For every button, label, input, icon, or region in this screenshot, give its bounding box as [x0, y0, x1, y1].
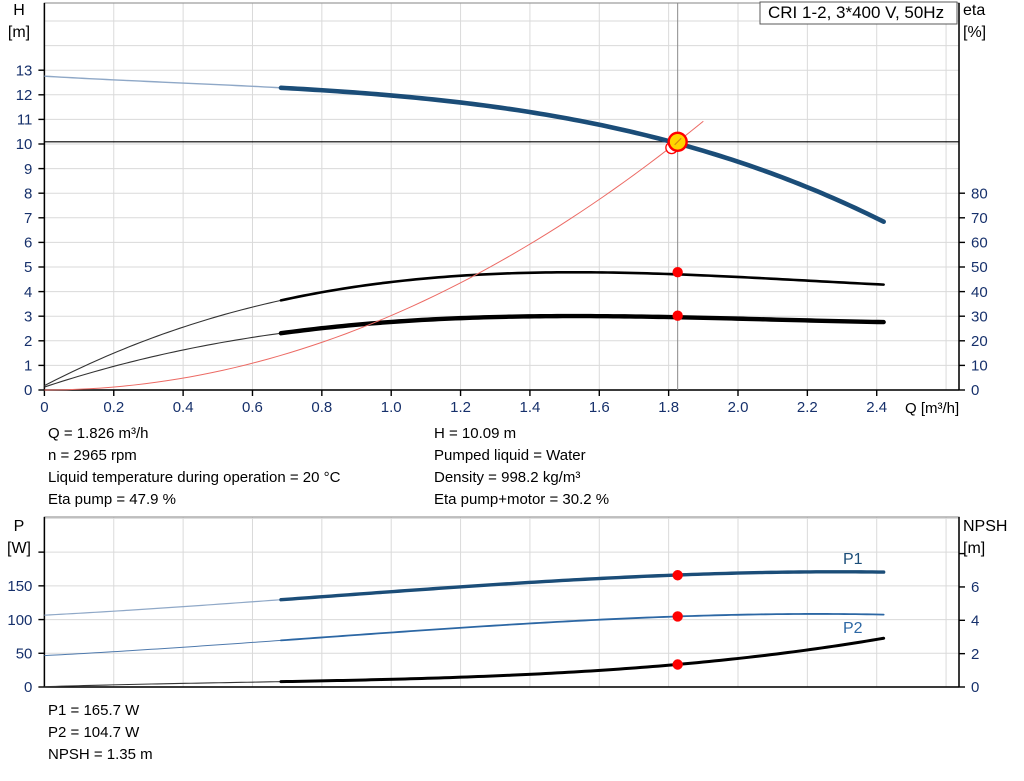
svg-text:eta: eta: [963, 2, 985, 19]
svg-text:P1: P1: [843, 551, 863, 568]
svg-text:Pumped liquid = Water: Pumped liquid = Water: [434, 447, 586, 464]
svg-text:12: 12: [16, 87, 33, 104]
svg-text:[m]: [m]: [8, 24, 30, 41]
svg-text:[m]: [m]: [963, 540, 985, 557]
svg-text:P2 = 104.7 W: P2 = 104.7 W: [48, 724, 140, 741]
svg-text:2.4: 2.4: [866, 399, 887, 416]
svg-text:4: 4: [971, 613, 979, 630]
svg-text:0.8: 0.8: [311, 399, 332, 416]
svg-text:5: 5: [24, 259, 32, 276]
svg-text:10: 10: [971, 358, 988, 375]
svg-text:2: 2: [971, 646, 979, 663]
svg-text:CRI 1-2, 3*400 V, 50Hz: CRI 1-2, 3*400 V, 50Hz: [768, 3, 944, 22]
svg-text:P1 = 165.7 W: P1 = 165.7 W: [48, 702, 140, 719]
svg-text:150: 150: [7, 578, 32, 595]
svg-text:60: 60: [971, 235, 988, 252]
svg-text:6: 6: [971, 579, 979, 596]
svg-text:P2: P2: [843, 620, 863, 637]
svg-text:1.2: 1.2: [450, 399, 471, 416]
svg-text:Eta pump = 47.9 %: Eta pump = 47.9 %: [48, 491, 176, 508]
svg-text:1.4: 1.4: [519, 399, 540, 416]
svg-text:0.4: 0.4: [173, 399, 194, 416]
svg-text:40: 40: [971, 284, 988, 301]
svg-text:P: P: [14, 518, 25, 535]
svg-text:Density = 998.2 kg/m³: Density = 998.2 kg/m³: [434, 469, 580, 486]
svg-text:13: 13: [16, 62, 33, 79]
svg-text:6: 6: [24, 235, 32, 252]
svg-text:50: 50: [16, 645, 33, 662]
svg-text:4: 4: [24, 284, 32, 301]
svg-text:100: 100: [7, 612, 32, 629]
svg-text:50: 50: [971, 259, 988, 276]
svg-text:2: 2: [24, 333, 32, 350]
svg-text:[W]: [W]: [7, 540, 31, 557]
svg-text:H: H: [13, 2, 25, 19]
svg-text:0: 0: [40, 399, 48, 416]
svg-text:2.0: 2.0: [728, 399, 749, 416]
svg-text:80: 80: [971, 185, 988, 202]
svg-text:0: 0: [971, 382, 979, 399]
svg-text:70: 70: [971, 210, 988, 227]
svg-text:0.2: 0.2: [103, 399, 124, 416]
svg-text:2.2: 2.2: [797, 399, 818, 416]
svg-text:0: 0: [24, 382, 32, 399]
svg-text:20: 20: [971, 333, 988, 350]
svg-text:Liquid temperature during oper: Liquid temperature during operation = 20…: [48, 469, 341, 486]
svg-text:0: 0: [24, 679, 32, 696]
svg-text:NPSH = 1.35 m: NPSH = 1.35 m: [48, 746, 153, 763]
svg-text:11: 11: [17, 112, 33, 129]
svg-text:8: 8: [24, 185, 32, 202]
svg-text:0.6: 0.6: [242, 399, 263, 416]
svg-text:[%]: [%]: [963, 24, 986, 41]
svg-text:9: 9: [24, 161, 32, 178]
svg-text:7: 7: [24, 210, 32, 227]
svg-text:3: 3: [24, 308, 32, 325]
svg-text:0: 0: [971, 679, 979, 696]
svg-text:H = 10.09 m: H = 10.09 m: [434, 425, 516, 442]
svg-text:Q [m³/h]: Q [m³/h]: [905, 400, 959, 417]
svg-text:NPSH: NPSH: [963, 518, 1007, 535]
svg-text:1.6: 1.6: [589, 399, 610, 416]
svg-text:1.8: 1.8: [658, 399, 679, 416]
svg-text:1.0: 1.0: [381, 399, 402, 416]
svg-text:1: 1: [24, 358, 32, 375]
svg-text:10: 10: [16, 136, 33, 153]
svg-text:30: 30: [971, 308, 988, 325]
svg-text:Eta pump+motor = 30.2 %: Eta pump+motor = 30.2 %: [434, 491, 609, 508]
svg-text:n = 2965 rpm: n = 2965 rpm: [48, 447, 137, 464]
svg-text:Q = 1.826 m³/h: Q = 1.826 m³/h: [48, 425, 148, 442]
